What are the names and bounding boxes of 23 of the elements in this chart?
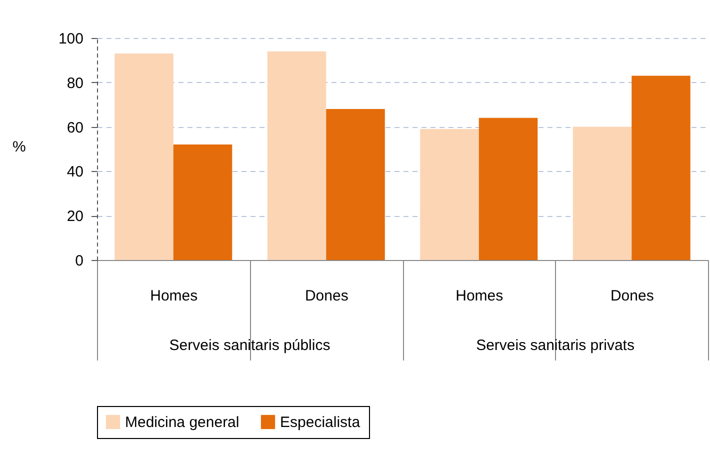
bar xyxy=(114,54,174,260)
x-tick-label: Dones xyxy=(610,288,654,304)
text: Serveis sanitaris privats xyxy=(476,337,634,354)
x-tick-label: Dones xyxy=(304,288,348,304)
bar xyxy=(326,109,385,260)
y-tick-label: 80 xyxy=(66,74,84,92)
bar xyxy=(267,51,326,260)
bar xyxy=(420,129,479,260)
y-tick-label: 0 xyxy=(75,252,84,270)
bar xyxy=(632,76,690,260)
y-axis-title: % xyxy=(12,138,26,156)
x-tick-label: Homes xyxy=(150,288,198,304)
bar xyxy=(572,126,632,260)
y-tick-label: 60 xyxy=(66,119,84,136)
legend-label: Especialista xyxy=(280,414,361,431)
y-tick-label: 100 xyxy=(58,30,84,48)
y-tick-label: 20 xyxy=(66,208,84,226)
text: Serveis sanitaris públics xyxy=(169,337,330,354)
bar xyxy=(173,144,232,260)
bar xyxy=(478,118,538,260)
y-tick-label: 40 xyxy=(66,164,84,181)
x-tick-label: Homes xyxy=(456,288,504,304)
legend-label: Medicina general xyxy=(125,414,240,431)
